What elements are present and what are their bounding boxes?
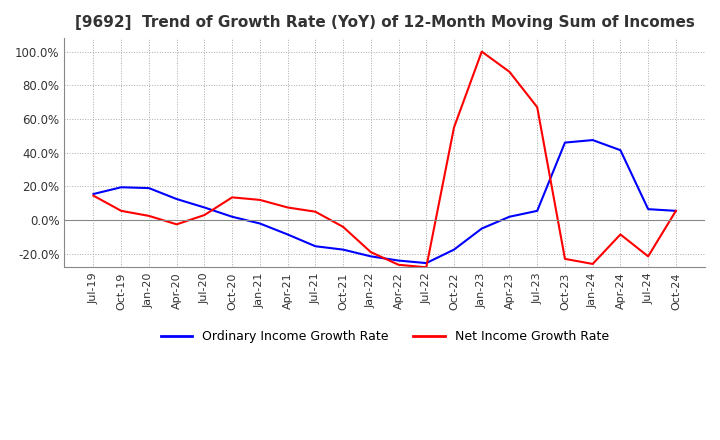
Net Income Growth Rate	[672, 208, 680, 213]
Ordinary Income Growth Rate	[616, 147, 625, 153]
Title: [9692]  Trend of Growth Rate (YoY) of 12-Month Moving Sum of Incomes: [9692] Trend of Growth Rate (YoY) of 12-…	[75, 15, 695, 30]
Ordinary Income Growth Rate	[117, 185, 125, 190]
Net Income Growth Rate	[200, 213, 209, 218]
Ordinary Income Growth Rate	[339, 247, 348, 252]
Line: Ordinary Income Growth Rate: Ordinary Income Growth Rate	[94, 140, 676, 263]
Ordinary Income Growth Rate	[505, 214, 514, 220]
Ordinary Income Growth Rate	[588, 137, 597, 143]
Ordinary Income Growth Rate	[561, 140, 570, 145]
Ordinary Income Growth Rate	[256, 221, 264, 226]
Ordinary Income Growth Rate	[228, 214, 236, 220]
Net Income Growth Rate	[89, 193, 98, 198]
Net Income Growth Rate	[283, 205, 292, 210]
Ordinary Income Growth Rate	[395, 258, 403, 263]
Ordinary Income Growth Rate	[533, 208, 541, 213]
Net Income Growth Rate	[616, 232, 625, 237]
Ordinary Income Growth Rate	[672, 208, 680, 213]
Ordinary Income Growth Rate	[172, 196, 181, 202]
Ordinary Income Growth Rate	[283, 232, 292, 237]
Net Income Growth Rate	[422, 265, 431, 270]
Ordinary Income Growth Rate	[89, 191, 98, 197]
Ordinary Income Growth Rate	[311, 244, 320, 249]
Net Income Growth Rate	[505, 69, 514, 74]
Net Income Growth Rate	[644, 254, 652, 259]
Ordinary Income Growth Rate	[450, 247, 459, 252]
Net Income Growth Rate	[117, 208, 125, 213]
Net Income Growth Rate	[228, 195, 236, 200]
Net Income Growth Rate	[311, 209, 320, 214]
Net Income Growth Rate	[395, 262, 403, 268]
Ordinary Income Growth Rate	[200, 205, 209, 210]
Net Income Growth Rate	[256, 197, 264, 202]
Ordinary Income Growth Rate	[145, 185, 153, 191]
Ordinary Income Growth Rate	[477, 226, 486, 231]
Net Income Growth Rate	[588, 261, 597, 267]
Net Income Growth Rate	[477, 49, 486, 54]
Net Income Growth Rate	[366, 249, 375, 255]
Ordinary Income Growth Rate	[366, 254, 375, 259]
Ordinary Income Growth Rate	[644, 206, 652, 212]
Net Income Growth Rate	[172, 222, 181, 227]
Net Income Growth Rate	[145, 213, 153, 219]
Net Income Growth Rate	[450, 125, 459, 130]
Line: Net Income Growth Rate: Net Income Growth Rate	[94, 51, 676, 268]
Ordinary Income Growth Rate	[422, 260, 431, 266]
Net Income Growth Rate	[339, 224, 348, 230]
Net Income Growth Rate	[533, 105, 541, 110]
Net Income Growth Rate	[561, 256, 570, 261]
Legend: Ordinary Income Growth Rate, Net Income Growth Rate: Ordinary Income Growth Rate, Net Income …	[156, 325, 613, 348]
